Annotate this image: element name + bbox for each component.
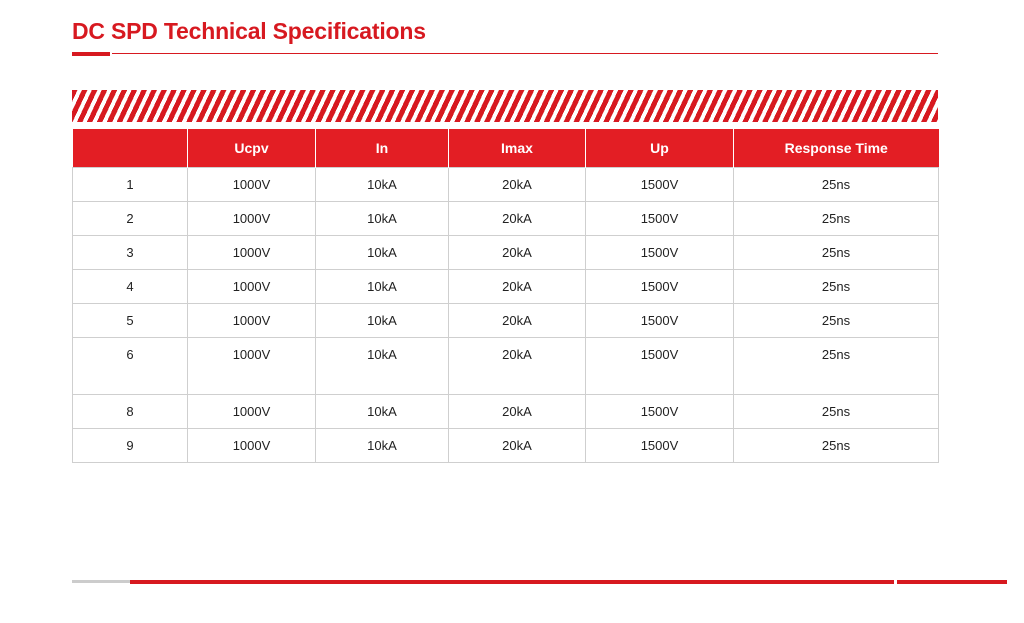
cell-response-time: 25ns [733,201,939,236]
cell-ucpv: 1000V [187,235,316,270]
cell-in: 10kA [315,235,449,270]
cell-ucpv: 1000V [187,167,316,202]
cell-up: 1500V [585,337,734,395]
cell-imax: 20kA [448,167,586,202]
table-header-row: Ucpv In Imax Up Response Time [72,129,939,168]
cell-up: 1500V [585,428,734,463]
cell-ucpv: 1000V [187,201,316,236]
title-accent-bar [72,52,110,56]
cell-up: 1500V [585,235,734,270]
footer-rule-grey [72,580,130,583]
cell-in: 10kA [315,269,449,304]
footer-rule-red-end [897,580,1007,584]
cell-imax: 20kA [448,269,586,304]
header-in: In [315,129,449,168]
cell-response-time: 25ns [733,337,939,395]
cell-up: 1500V [585,201,734,236]
table-row: 1 1000V 10kA 20kA 1500V 25ns [72,167,939,202]
cell-index: 8 [72,394,188,429]
cell-up: 1500V [585,167,734,202]
cell-index: 2 [72,201,188,236]
cell-response-time: 25ns [733,269,939,304]
cell-index: 3 [72,235,188,270]
cell-response-time: 25ns [733,394,939,429]
cell-imax: 20kA [448,394,586,429]
cell-response-time: 25ns [733,167,939,202]
cell-in: 10kA [315,201,449,236]
cell-in: 10kA [315,167,449,202]
table-row: 3 1000V 10kA 20kA 1500V 25ns [72,235,939,270]
page-title: DC SPD Technical Specifications [72,18,426,44]
cell-imax: 20kA [448,428,586,463]
decorative-stripe-band [72,90,938,122]
table-row: 4 1000V 10kA 20kA 1500V 25ns [72,269,939,304]
table-row: 2 1000V 10kA 20kA 1500V 25ns [72,201,939,236]
cell-up: 1500V [585,269,734,304]
cell-ucpv: 1000V [187,394,316,429]
table-row: 6 1000V 10kA 20kA 1500V 25ns [72,337,939,395]
cell-index: 6 [72,337,188,395]
cell-in: 10kA [315,303,449,338]
cell-index: 9 [72,428,188,463]
cell-index: 4 [72,269,188,304]
cell-response-time: 25ns [733,428,939,463]
header-up: Up [585,129,734,168]
cell-ucpv: 1000V [187,337,316,395]
spec-table: Ucpv In Imax Up Response Time 1 1000V 10… [72,129,939,463]
title-underline [112,53,938,54]
table-row: 5 1000V 10kA 20kA 1500V 25ns [72,303,939,338]
cell-response-time: 25ns [733,303,939,338]
header-imax: Imax [448,129,586,168]
cell-index: 1 [72,167,188,202]
cell-ucpv: 1000V [187,303,316,338]
header-index [72,129,188,168]
cell-up: 1500V [585,303,734,338]
table-row: 9 1000V 10kA 20kA 1500V 25ns [72,428,939,463]
cell-imax: 20kA [448,235,586,270]
cell-ucpv: 1000V [187,269,316,304]
cell-response-time: 25ns [733,235,939,270]
cell-imax: 20kA [448,337,586,395]
cell-imax: 20kA [448,201,586,236]
cell-up: 1500V [585,394,734,429]
footer-rule-red [130,580,894,584]
table-row: 8 1000V 10kA 20kA 1500V 25ns [72,394,939,429]
cell-in: 10kA [315,337,449,395]
cell-in: 10kA [315,428,449,463]
cell-imax: 20kA [448,303,586,338]
cell-in: 10kA [315,394,449,429]
cell-index: 5 [72,303,188,338]
header-response-time: Response Time [733,129,939,168]
header-ucpv: Ucpv [187,129,316,168]
cell-ucpv: 1000V [187,428,316,463]
